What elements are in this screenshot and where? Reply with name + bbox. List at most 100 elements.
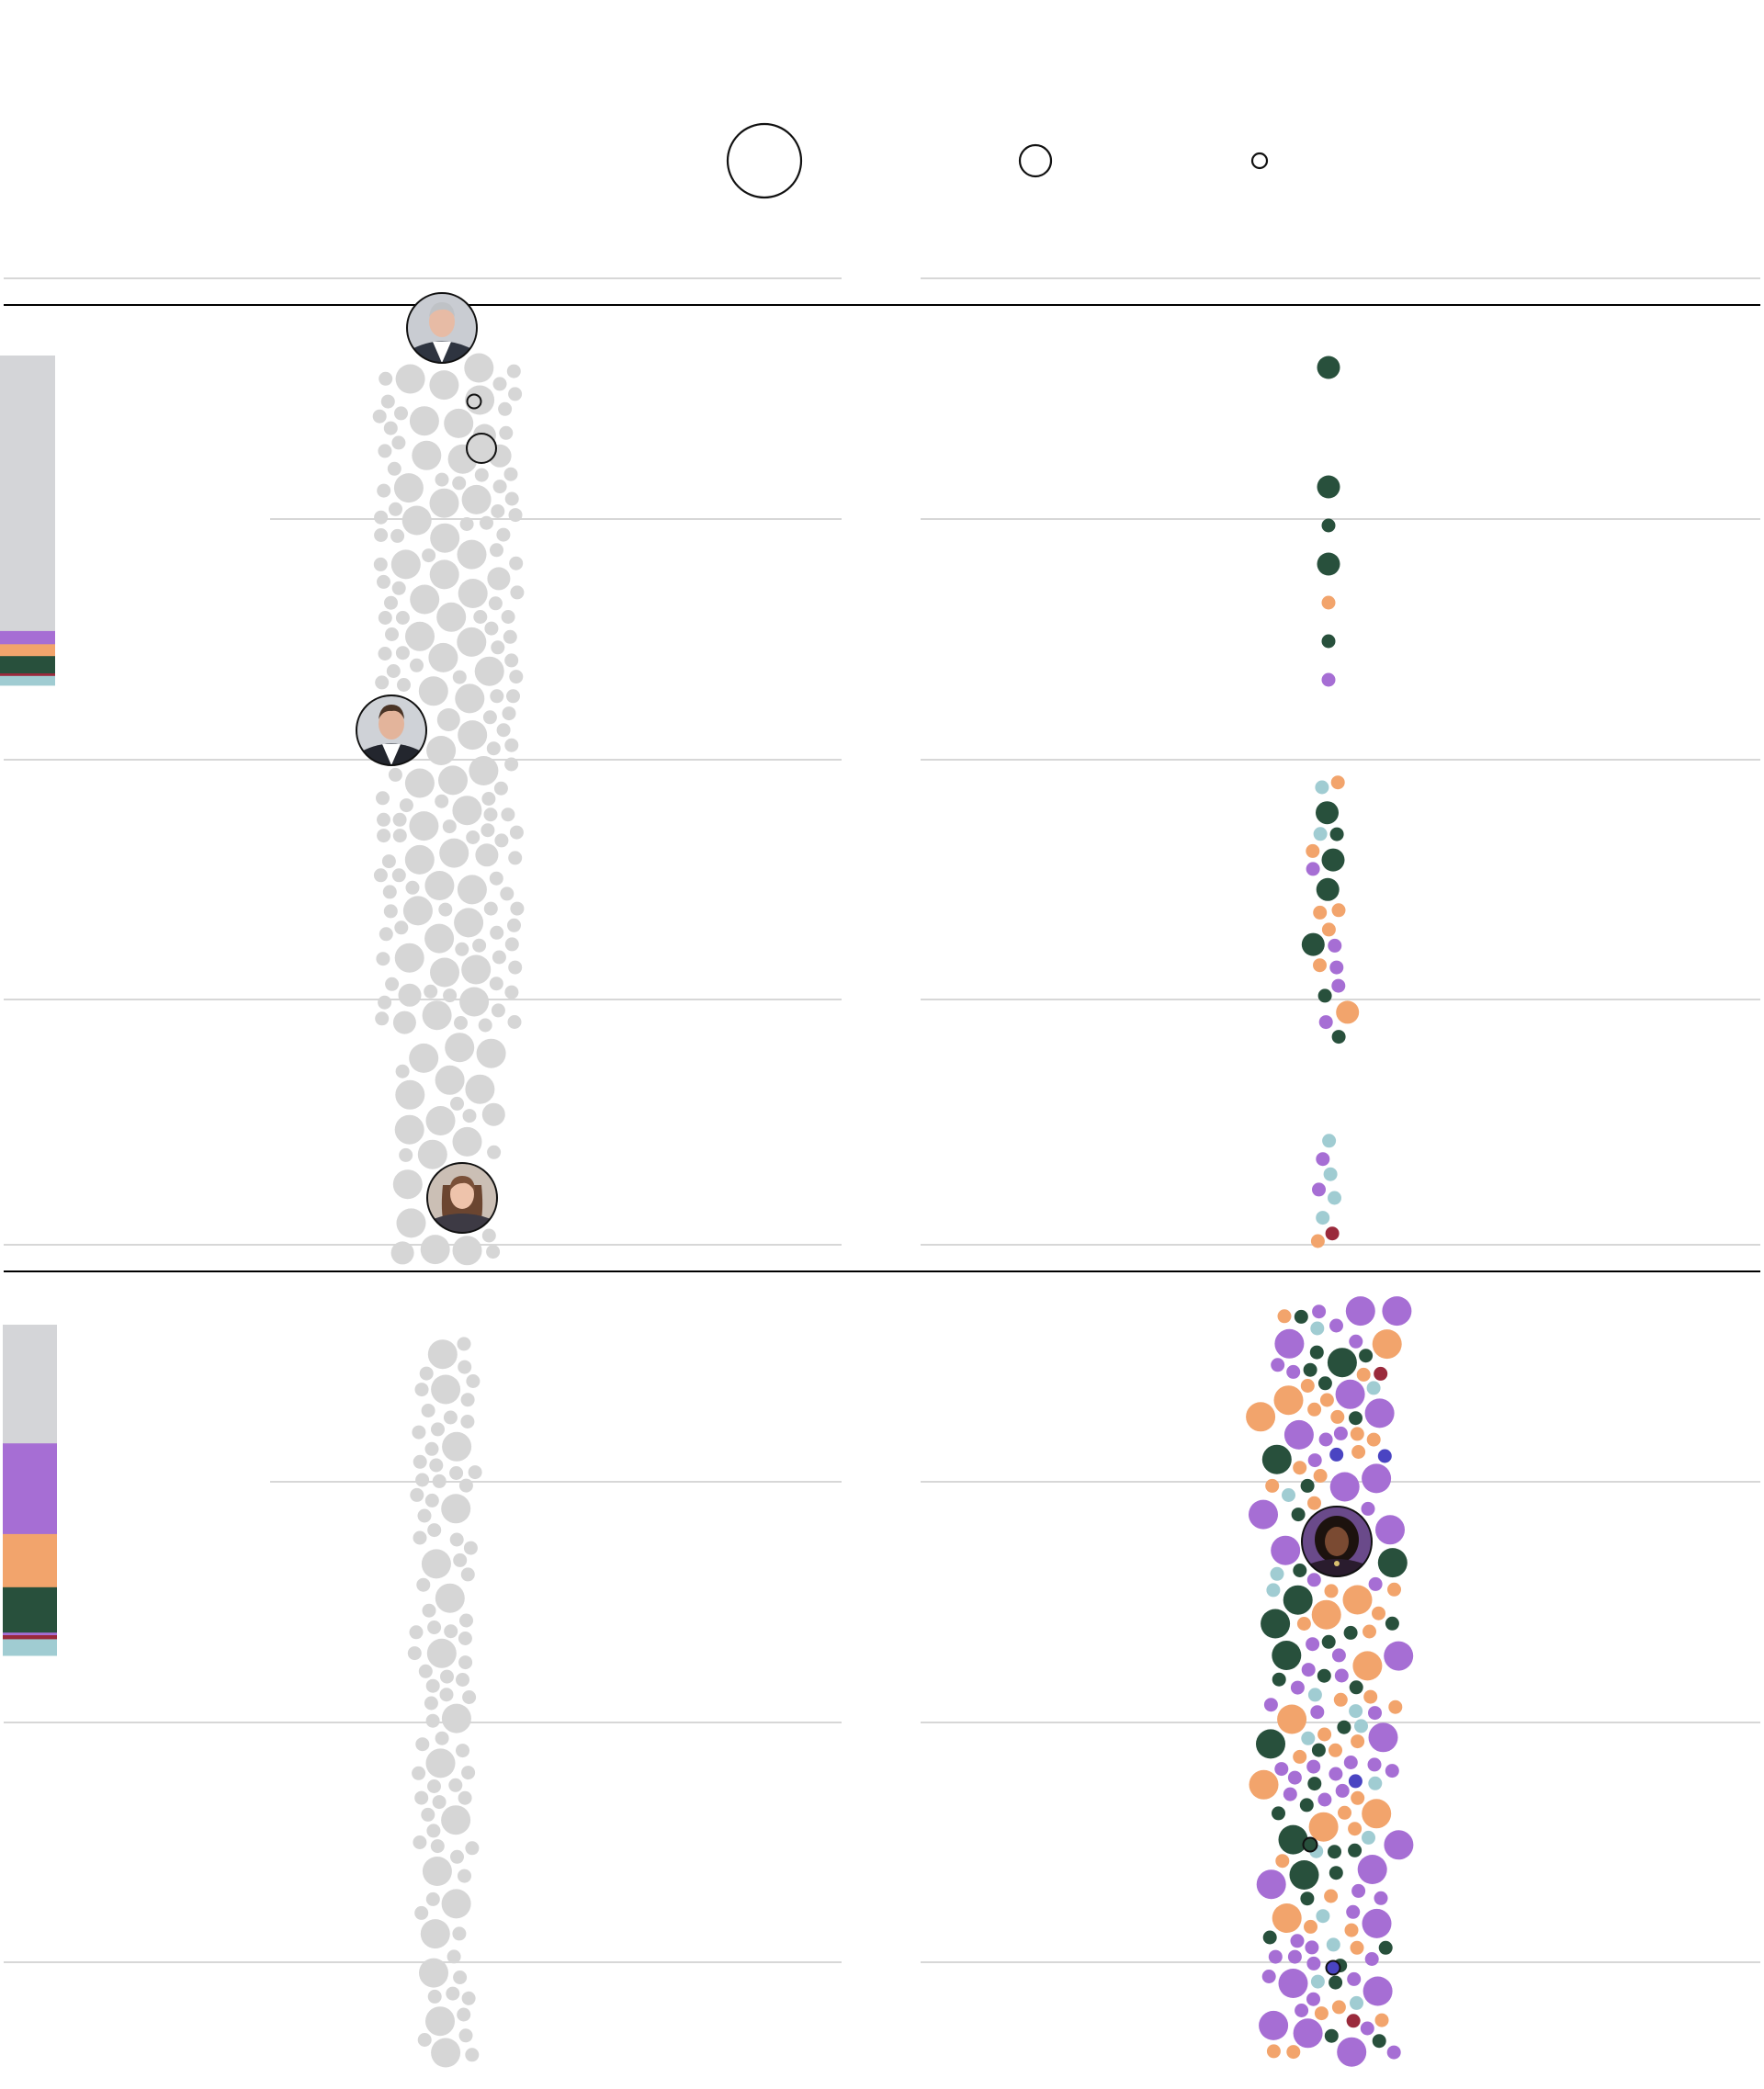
dot-gray-small <box>504 985 519 999</box>
dot-gray-small <box>481 823 495 838</box>
dot-purple-large <box>1283 1419 1314 1450</box>
portrait-top[interactable] <box>406 292 478 364</box>
dot-light-blue-small <box>1307 1688 1322 1702</box>
dot-gray-small <box>472 938 487 953</box>
dot-gray-large <box>441 1703 471 1733</box>
dot-orange-small <box>1314 2006 1329 2021</box>
dot-purple-large <box>1362 1463 1392 1494</box>
dot-purple-large <box>1293 2018 1323 2049</box>
dot-blue-small <box>1329 1447 1344 1462</box>
dot-gray-small <box>506 364 521 378</box>
dot-gray-small <box>424 1441 439 1456</box>
dot-dark-green-small <box>1349 1411 1363 1426</box>
dot-gray-large <box>429 559 459 590</box>
dot-dark-green-small <box>1307 1777 1322 1791</box>
dot-gray-small <box>491 504 505 518</box>
dot-gray-medium <box>392 1011 416 1034</box>
dot-purple-small <box>1351 1883 1366 1898</box>
dot-gray-medium <box>390 1241 414 1265</box>
dot-orange-small <box>1275 1854 1290 1869</box>
dot-light-blue-small <box>1350 1995 1363 2010</box>
portrait-bottom[interactable] <box>426 1162 498 1234</box>
dot-gray-small <box>459 517 474 531</box>
dot-gray-small <box>381 854 396 869</box>
dot-gray-large <box>429 370 459 401</box>
dot-gray-small <box>421 1807 435 1822</box>
dot-orange-small <box>1350 1940 1364 1955</box>
dot-purple-small <box>1287 1949 1302 1964</box>
dot-gray-small <box>391 581 406 595</box>
dot-gray-small <box>455 942 469 956</box>
dot-gray-small <box>458 1790 472 1805</box>
dot-gray-large <box>410 584 440 615</box>
dot-gray-small <box>504 937 519 952</box>
dot-purple-small <box>1301 1663 1316 1677</box>
dot-gray-small <box>426 1824 441 1838</box>
dot-gray-large <box>430 523 460 553</box>
dot-gray-small <box>459 1613 473 1628</box>
dot-gray-small <box>410 1487 424 1502</box>
dot-gray-large <box>435 1065 465 1095</box>
dot-gray-small <box>465 2048 480 2062</box>
dot-gray-small <box>458 1360 472 1374</box>
dot-gray-small <box>412 1425 426 1440</box>
dot-gray-small <box>480 515 493 530</box>
dot-gray-large <box>464 353 494 383</box>
dot-purple-large <box>1335 1379 1365 1409</box>
dot-purple-small <box>1346 1904 1361 1919</box>
portrait-middle[interactable] <box>356 694 427 766</box>
portrait-right[interactable] <box>1301 1506 1373 1577</box>
dot-gray-small <box>389 502 402 516</box>
dot-purple-large <box>1362 1908 1392 1938</box>
dot-orange-small <box>1306 843 1320 858</box>
dot-gray-small <box>450 1849 464 1864</box>
panel-2-right-dots <box>1246 1296 1414 2067</box>
dot-gray-large <box>405 621 435 651</box>
dot-gray-large <box>402 896 433 926</box>
dot-red-small <box>1325 1226 1340 1241</box>
dot-orange-small <box>1363 1689 1378 1704</box>
dot-purple-small <box>1335 1783 1350 1798</box>
dot-gray-small <box>394 406 408 421</box>
dot-gray-small <box>378 611 392 625</box>
dot-dark-green-small <box>1329 827 1344 841</box>
dot-orange-small <box>1293 1461 1307 1475</box>
dot-gray-small <box>385 627 399 641</box>
dot-gray-large <box>474 656 504 686</box>
dot-gray-small <box>395 646 410 661</box>
dot-gray-large <box>476 1038 506 1068</box>
dot-orange-small <box>1329 1743 1342 1757</box>
dot-light-blue-small <box>1310 1974 1325 1989</box>
dot-gray-small <box>509 556 524 570</box>
dot-gray-large <box>458 720 488 751</box>
dot-gray-large <box>426 736 457 765</box>
dot-orange-small <box>1338 1805 1351 1820</box>
dot-gray-small <box>374 528 389 542</box>
dot-dark-green-small <box>1317 988 1332 1003</box>
legend-circle-large <box>726 122 803 199</box>
dot-gray-large <box>431 1374 461 1405</box>
dot-dark-green-medium <box>1317 475 1340 499</box>
dot-gray-small <box>386 664 401 678</box>
dot-gray-small <box>502 706 516 721</box>
dot-orange-small <box>1351 1790 1365 1805</box>
dot-gray-small <box>413 1454 427 1469</box>
dot-gray-small <box>510 585 525 600</box>
dot-orange-small <box>1333 1692 1348 1707</box>
dot-light-blue-small <box>1316 1211 1330 1225</box>
dot-purple-small <box>1306 1759 1321 1774</box>
dot-gray-large <box>457 539 487 570</box>
dot-red-small <box>1374 1366 1388 1381</box>
dot-gray-small <box>419 1366 434 1381</box>
dot-orange-small <box>1351 1445 1366 1459</box>
dot-gray-large <box>409 406 439 436</box>
dot-gray-small <box>422 1603 436 1618</box>
bar-segment-purple <box>0 630 55 645</box>
dot-gray-small <box>508 387 523 401</box>
dot-gray-large <box>404 844 435 875</box>
dot-gray-small <box>429 1458 444 1473</box>
dot-gray-small <box>481 792 496 806</box>
dot-gray-small <box>376 952 390 966</box>
dot-gray-small <box>508 960 523 975</box>
dot-gray-small <box>430 1839 445 1854</box>
